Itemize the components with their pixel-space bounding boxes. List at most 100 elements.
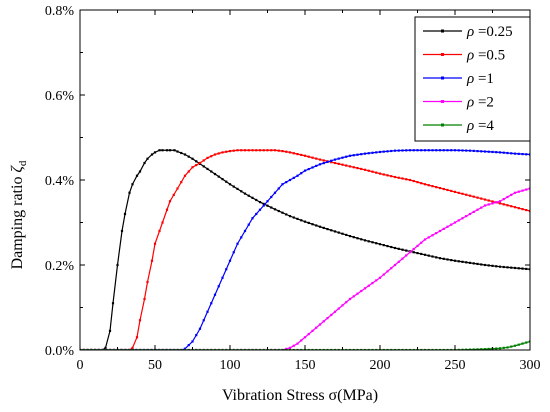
series-4-point bbox=[412, 247, 415, 251]
series-5-point bbox=[333, 348, 337, 350]
series-3-point bbox=[288, 178, 292, 182]
series-3-point bbox=[465, 149, 468, 152]
series-3-point bbox=[183, 347, 187, 350]
series-3-point bbox=[352, 154, 355, 157]
series-3-point bbox=[255, 212, 258, 216]
series-1-point bbox=[506, 266, 509, 269]
series-5-point bbox=[521, 342, 524, 345]
series-4-point bbox=[337, 307, 340, 310]
series-4-point bbox=[345, 301, 348, 304]
series-5-point bbox=[525, 341, 528, 344]
series-1-point bbox=[161, 149, 164, 152]
series-3-point bbox=[502, 151, 505, 154]
series-2-point bbox=[292, 152, 295, 155]
series-3-point bbox=[405, 149, 408, 152]
series-1-point bbox=[138, 170, 142, 173]
series-5-point bbox=[198, 348, 202, 350]
series-1-point bbox=[173, 149, 176, 152]
series-2-point bbox=[371, 170, 374, 173]
series-5-point bbox=[510, 345, 513, 348]
series-1-point bbox=[521, 267, 524, 270]
series-1-point bbox=[158, 149, 161, 152]
series-5-point bbox=[90, 348, 93, 350]
series-4-point bbox=[427, 236, 430, 239]
series-5-point bbox=[502, 346, 505, 349]
series-5-point bbox=[262, 348, 265, 350]
series-5-point bbox=[352, 348, 355, 350]
series-4-point bbox=[386, 270, 389, 273]
series-5-point bbox=[225, 348, 228, 350]
series-1-point bbox=[322, 226, 325, 230]
series-3-point bbox=[435, 149, 438, 152]
x-tick-label: 100 bbox=[220, 358, 241, 373]
series-2-point bbox=[311, 156, 314, 159]
series-5-point bbox=[180, 348, 183, 350]
series-4-point bbox=[401, 257, 404, 260]
series-1-point bbox=[337, 231, 340, 234]
series-5-point bbox=[93, 348, 97, 350]
series-1-point bbox=[348, 235, 352, 238]
y-tick-label: 0.4% bbox=[45, 174, 75, 189]
series-5-point bbox=[348, 348, 352, 350]
series-4-point bbox=[303, 336, 307, 339]
series-5-point bbox=[480, 348, 483, 350]
legend-symbol: ρ bbox=[466, 95, 474, 111]
series-5-point bbox=[397, 348, 400, 350]
series-5-point bbox=[210, 348, 213, 350]
series-1-point bbox=[281, 211, 284, 214]
series-5-point bbox=[161, 348, 164, 350]
series-2-point bbox=[457, 191, 460, 194]
series-1-point bbox=[453, 259, 457, 262]
series-5-point bbox=[101, 348, 104, 350]
series-5-point bbox=[187, 348, 190, 350]
series-1-point bbox=[146, 157, 149, 160]
series-1-point bbox=[401, 248, 404, 251]
series-2-point bbox=[150, 259, 154, 262]
series-3-point bbox=[322, 162, 325, 165]
series-2-point bbox=[487, 199, 490, 202]
series-1-point bbox=[341, 232, 344, 235]
series-3-point bbox=[333, 158, 337, 161]
y-axis-label-symbol: ζ bbox=[9, 165, 26, 173]
series-1-point bbox=[446, 258, 449, 261]
series-3-point bbox=[450, 149, 453, 152]
series-3-point bbox=[258, 208, 262, 211]
series-1-point bbox=[476, 262, 479, 266]
series-1-point bbox=[438, 257, 442, 260]
series-2-point bbox=[333, 161, 337, 165]
series-1-point bbox=[487, 264, 490, 267]
series-3-point bbox=[468, 149, 472, 152]
series-4-point bbox=[408, 251, 412, 254]
series-5-point bbox=[82, 348, 85, 350]
series-1-point bbox=[303, 220, 307, 223]
series-1-point bbox=[498, 265, 502, 268]
series-1-point bbox=[326, 227, 329, 231]
series-5-point bbox=[285, 348, 288, 350]
series-4-point bbox=[446, 225, 449, 228]
series-2-point bbox=[405, 178, 408, 181]
series-3-point bbox=[191, 340, 194, 343]
series-2-point bbox=[255, 149, 258, 152]
series-3-point bbox=[386, 150, 389, 153]
series-4-point bbox=[510, 193, 513, 196]
series-5-point bbox=[123, 348, 127, 350]
series-5-point bbox=[420, 348, 423, 350]
series-2-point bbox=[453, 190, 457, 193]
series-2-point bbox=[525, 208, 528, 212]
series-2-point bbox=[521, 208, 524, 211]
series-4-point bbox=[292, 344, 295, 347]
series-2-point bbox=[300, 153, 303, 157]
series-3-point bbox=[412, 149, 415, 152]
series-1-point bbox=[528, 268, 530, 271]
series-2-point bbox=[247, 149, 250, 152]
series-5-point bbox=[172, 348, 175, 350]
series-2-point bbox=[296, 152, 299, 156]
series-3-point bbox=[281, 183, 284, 186]
y-tick-label: 0.6% bbox=[45, 89, 75, 104]
series-3-point bbox=[393, 149, 397, 152]
series-1-point bbox=[153, 151, 157, 154]
series-5-point bbox=[405, 348, 408, 350]
series-4-point bbox=[375, 279, 378, 282]
series-2-point bbox=[228, 150, 232, 153]
